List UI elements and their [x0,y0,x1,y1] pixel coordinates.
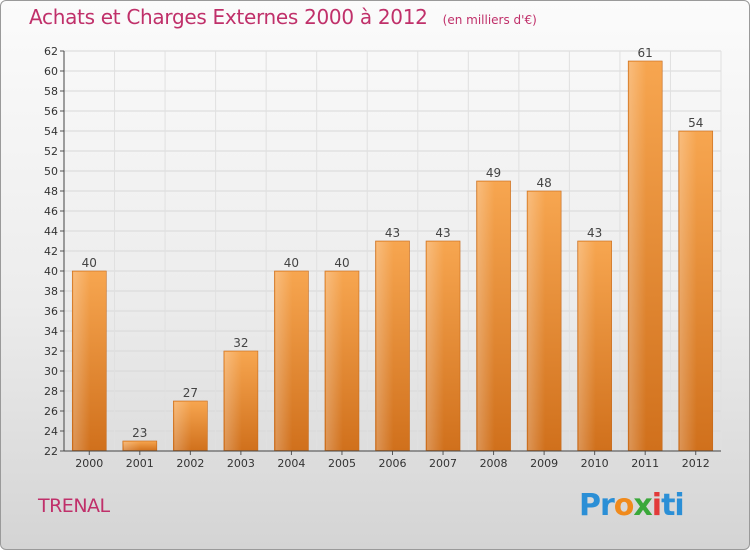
bar-value-label: 43 [385,226,400,240]
x-tick-label: 2000 [75,457,103,470]
bar-highlight [224,352,242,450]
y-tick-label: 50 [44,165,58,178]
y-tick-label: 32 [44,345,58,358]
bar-highlight [174,402,192,450]
x-tick-label: 2011 [631,457,659,470]
y-tick-label: 48 [44,185,58,198]
y-tick-label: 36 [44,305,58,318]
y-tick-label: 42 [44,245,58,258]
y-tick-label: 44 [44,225,58,238]
bar-value-label: 40 [284,256,299,270]
bar-value-label: 32 [233,336,248,350]
bar-value-label: 49 [486,166,501,180]
axes: 22 24 26 28 30 32 34 36 38 40 42 44 46 48 50 52 54 56 58 60… [44,45,721,470]
bar-highlight [679,132,697,450]
y-tick-label: 38 [44,285,58,298]
bar-highlight [477,182,495,450]
y-tick-label: 40 [44,265,58,278]
y-tick-label: 60 [44,65,58,78]
bar-highlight [275,272,293,450]
bar-highlight [123,442,141,450]
x-tick-label: 2006 [379,457,407,470]
bar-value-label: 40 [334,256,349,270]
y-tick-label: 54 [44,125,58,138]
bar-value-label: 27 [183,386,198,400]
y-tick-label: 22 [44,445,58,458]
y-tick-label: 52 [44,145,58,158]
bar-highlight [427,242,445,450]
y-tick-label: 58 [44,85,58,98]
bar-highlight [325,272,343,450]
bar-value-label: 48 [536,176,551,190]
bar-value-label: 23 [132,426,147,440]
y-tick-label: 28 [44,385,58,398]
y-tick-label: 24 [44,425,58,438]
y-tick-label: 34 [44,325,58,338]
x-tick-label: 2005 [328,457,356,470]
x-tick-label: 2003 [227,457,255,470]
x-tick-label: 2012 [682,457,710,470]
bar-value-label: 43 [435,226,450,240]
bar-highlight [376,242,394,450]
bar-value-label: 43 [587,226,602,240]
bar-value-label: 54 [688,116,703,130]
bar-highlight [578,242,596,450]
bar-highlight [73,272,91,450]
place-name: TRENAL [38,495,110,517]
x-tick-label: 2008 [480,457,508,470]
proxiti-logo: Proxiti [579,488,685,523]
x-tick-label: 2009 [530,457,558,470]
x-tick-label: 2010 [581,457,609,470]
chart-subtitle: (en milliers d'€) [442,13,537,27]
bar-value-label: 61 [638,46,653,60]
y-tick-label: 46 [44,205,58,218]
y-tick-label: 30 [44,365,58,378]
title-row: Achats et Charges Externes 2000 à 2012 (… [29,5,537,29]
bar-value-label: 40 [82,256,97,270]
y-tick-label: 56 [44,105,58,118]
x-tick-label: 2004 [277,457,305,470]
bars: 40 23 27 32 40 40 43 43 49 48 43 61 54 [71,46,714,452]
x-tick-label: 2002 [176,457,204,470]
y-tick-label: 62 [44,45,58,58]
x-tick-label: 2001 [126,457,154,470]
chart-title: Achats et Charges Externes 2000 à 2012 [29,5,428,29]
x-tick-label: 2007 [429,457,457,470]
bar-highlight [528,192,546,450]
bar-highlight [629,62,647,450]
y-tick-label: 26 [44,405,58,418]
